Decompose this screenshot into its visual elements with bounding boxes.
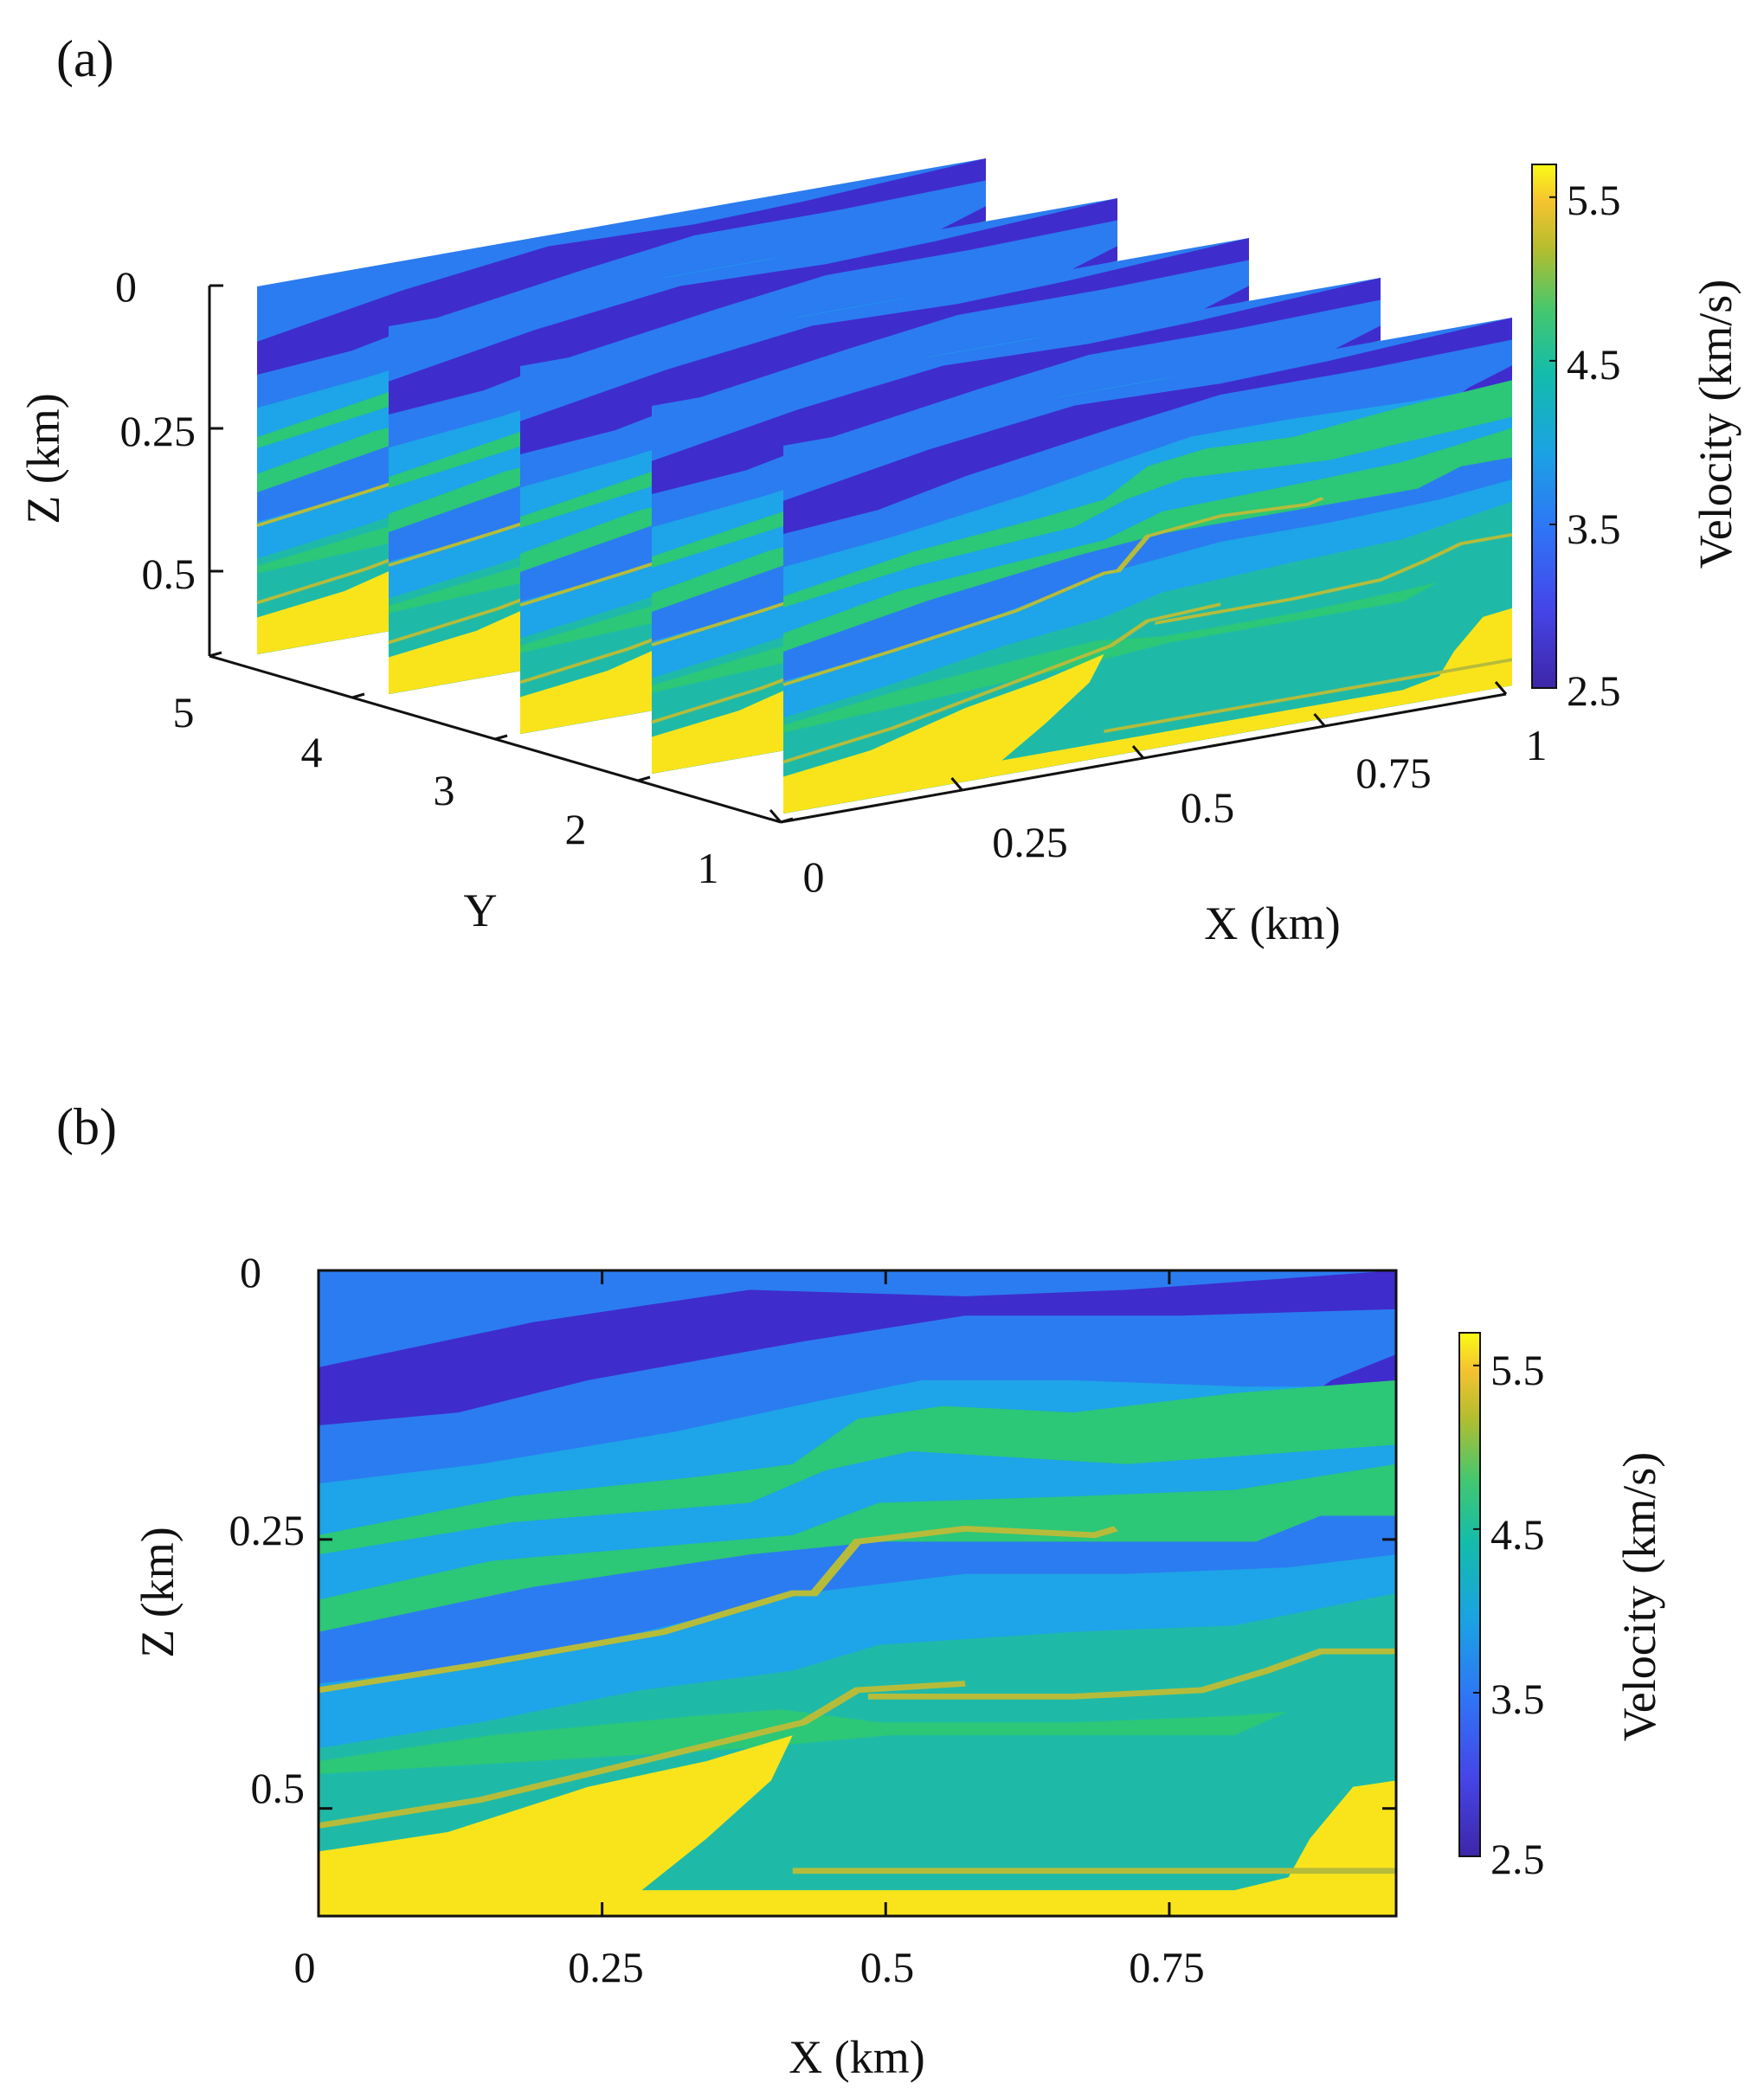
colorbar-a-label: Velocity (km/s) [1690,280,1741,569]
x-tickmark-0 [769,809,782,823]
x-tick-1: 1 [1526,721,1548,769]
b-interface-2 [867,1648,1396,1700]
cb-a-tick-2.5: 2.5 [1567,666,1621,715]
x-axis-label-a: X (km) [1204,897,1340,949]
z-tick-0: 0 [115,262,137,311]
axis-ticks-b [317,1269,1396,1916]
slice-y1-layer-14 [1424,608,1513,701]
heatmap-b [319,1270,1396,1916]
y-axis-label: Y [464,884,498,936]
y-tickmark-1 [351,692,365,699]
panel-label-a: (a) [56,30,114,87]
y-tick-4: 4 [301,728,323,776]
b-x-tick-0.75: 0.75 [1129,1943,1205,1991]
slice-y1-interface-0 [782,497,1324,686]
y-tick-1: 1 [698,844,719,892]
colorbar-b-label: Velocity (km/s) [1613,1452,1665,1741]
z-tick-0.5: 0.5 [142,550,196,598]
x-tickmark-4 [1494,681,1508,695]
y-tick-3: 3 [434,766,455,814]
b-x-tick-0.25: 0.25 [568,1943,644,1991]
colorbar-a-ticks [1549,196,1556,689]
b-x-tick-0: 0 [294,1943,316,1991]
x-tick-0.75: 0.75 [1355,749,1432,797]
y-tick-5: 5 [173,688,195,736]
cb-b-tick-5.5: 5.5 [1490,1346,1545,1394]
x-tickmark-3 [1313,713,1326,727]
y-tickmark-3 [637,775,651,782]
y-tickmark-0 [209,651,222,658]
cb-a-tick-4.5: 4.5 [1567,340,1621,389]
colorbar-a [1531,164,1557,689]
b-x-tick-0.5: 0.5 [860,1943,915,1991]
y-tick-2: 2 [565,805,587,853]
x-tick-0.5: 0.5 [1181,783,1235,832]
b-interface-1 [319,1681,966,1829]
colorbar-b [1458,1332,1481,1857]
x-tick-0.25: 0.25 [992,818,1068,866]
b-z-tick-0.25: 0.25 [229,1506,306,1554]
b-layer-14 [1266,1780,1396,1916]
slice-y1-interface-3 [1104,658,1513,734]
y-tickmark-2 [494,734,508,741]
slices-group [256,158,1513,814]
b-z-tick-0.5: 0.5 [251,1764,306,1812]
b-interface-0 [319,1526,1118,1694]
cb-a-tick-5.5: 5.5 [1567,176,1621,224]
b-z-tick-0: 0 [240,1248,261,1296]
y-tickmark-4 [780,817,794,824]
panel-label-b: (b) [56,1098,117,1155]
cb-a-tick-3.5: 3.5 [1567,505,1621,553]
b-layer-13 [319,1735,1396,1916]
z-tick-0.25: 0.25 [120,407,196,455]
x-tickmark-1 [950,777,963,791]
cb-b-tick-2.5: 2.5 [1490,1835,1545,1883]
z-axis-label: Z (km) [17,393,69,524]
slice-y1-layer-13 [783,648,1513,814]
slice-y1-interface-2 [1155,532,1513,625]
heatmap-b-layers [319,1270,1396,1916]
slice-y1-interface-1 [782,602,1221,764]
cb-b-tick-3.5: 3.5 [1490,1675,1545,1723]
b-x-axis-label: X (km) [789,2031,924,2083]
x-tick-0: 0 [803,852,825,901]
b-z-axis-label: Z (km) [132,1527,183,1657]
colorbar-b-ticks [1473,1364,1480,1857]
x-tickmark-2 [1131,745,1145,759]
cb-b-tick-4.5: 4.5 [1490,1510,1545,1559]
plot-frame-b [317,1269,1398,1918]
axis-ticks-a [209,284,1508,824]
slice-y1 [782,317,1513,814]
